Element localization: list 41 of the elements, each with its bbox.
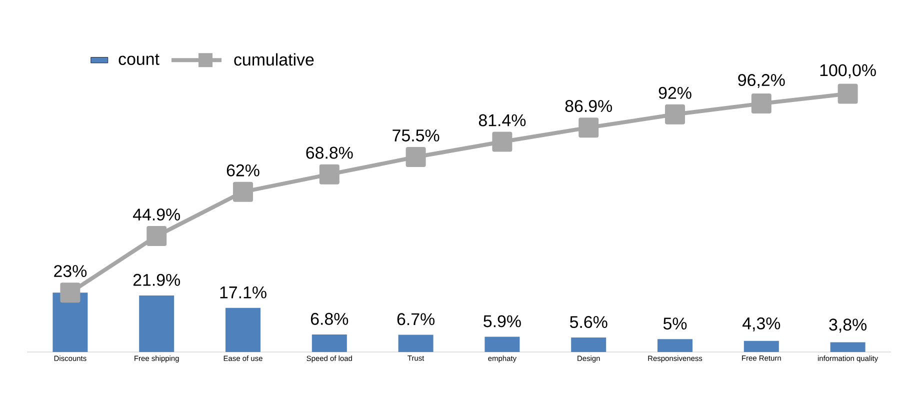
bar — [744, 340, 779, 352]
data-label: 21.9% — [133, 274, 180, 286]
point — [60, 282, 80, 303]
point — [146, 226, 167, 246]
data-label: 23% — [54, 265, 87, 278]
point — [751, 94, 772, 114]
data-label: 96,2% — [738, 74, 785, 88]
point — [665, 104, 686, 124]
data-label: 3,8% — [829, 318, 866, 333]
bar — [398, 334, 434, 352]
data-label: 17.1% — [220, 286, 266, 298]
point — [233, 182, 253, 202]
bar — [658, 339, 693, 352]
point — [319, 164, 340, 184]
data-label: 86.9% — [565, 100, 612, 112]
point — [838, 84, 858, 104]
bar — [226, 308, 260, 352]
legend-label: count — [118, 54, 160, 66]
point — [578, 118, 599, 138]
bar — [484, 336, 520, 352]
data-label: 5.6% — [570, 316, 608, 328]
point — [406, 147, 426, 168]
data-label: 6.8% — [310, 312, 348, 325]
data-label: 5% — [663, 318, 687, 330]
bar — [52, 292, 88, 352]
data-label: 6.7% — [397, 313, 434, 326]
data-label: 100,0% — [820, 64, 876, 78]
data-label: 75.5% — [392, 130, 440, 142]
data-label: 81.4% — [478, 114, 526, 126]
bar — [139, 295, 174, 352]
data-label: 5.9% — [484, 315, 521, 328]
data-label: 44.9% — [132, 208, 180, 221]
legend-label: cumulative — [234, 53, 314, 66]
data-label: 92% — [658, 86, 692, 99]
data-label: 68.8% — [306, 146, 353, 159]
data-label: 4,3% — [742, 317, 780, 332]
data-label: 62% — [226, 164, 260, 176]
point — [492, 132, 512, 152]
bar — [830, 342, 866, 352]
bar — [312, 334, 347, 352]
bar — [571, 338, 606, 352]
